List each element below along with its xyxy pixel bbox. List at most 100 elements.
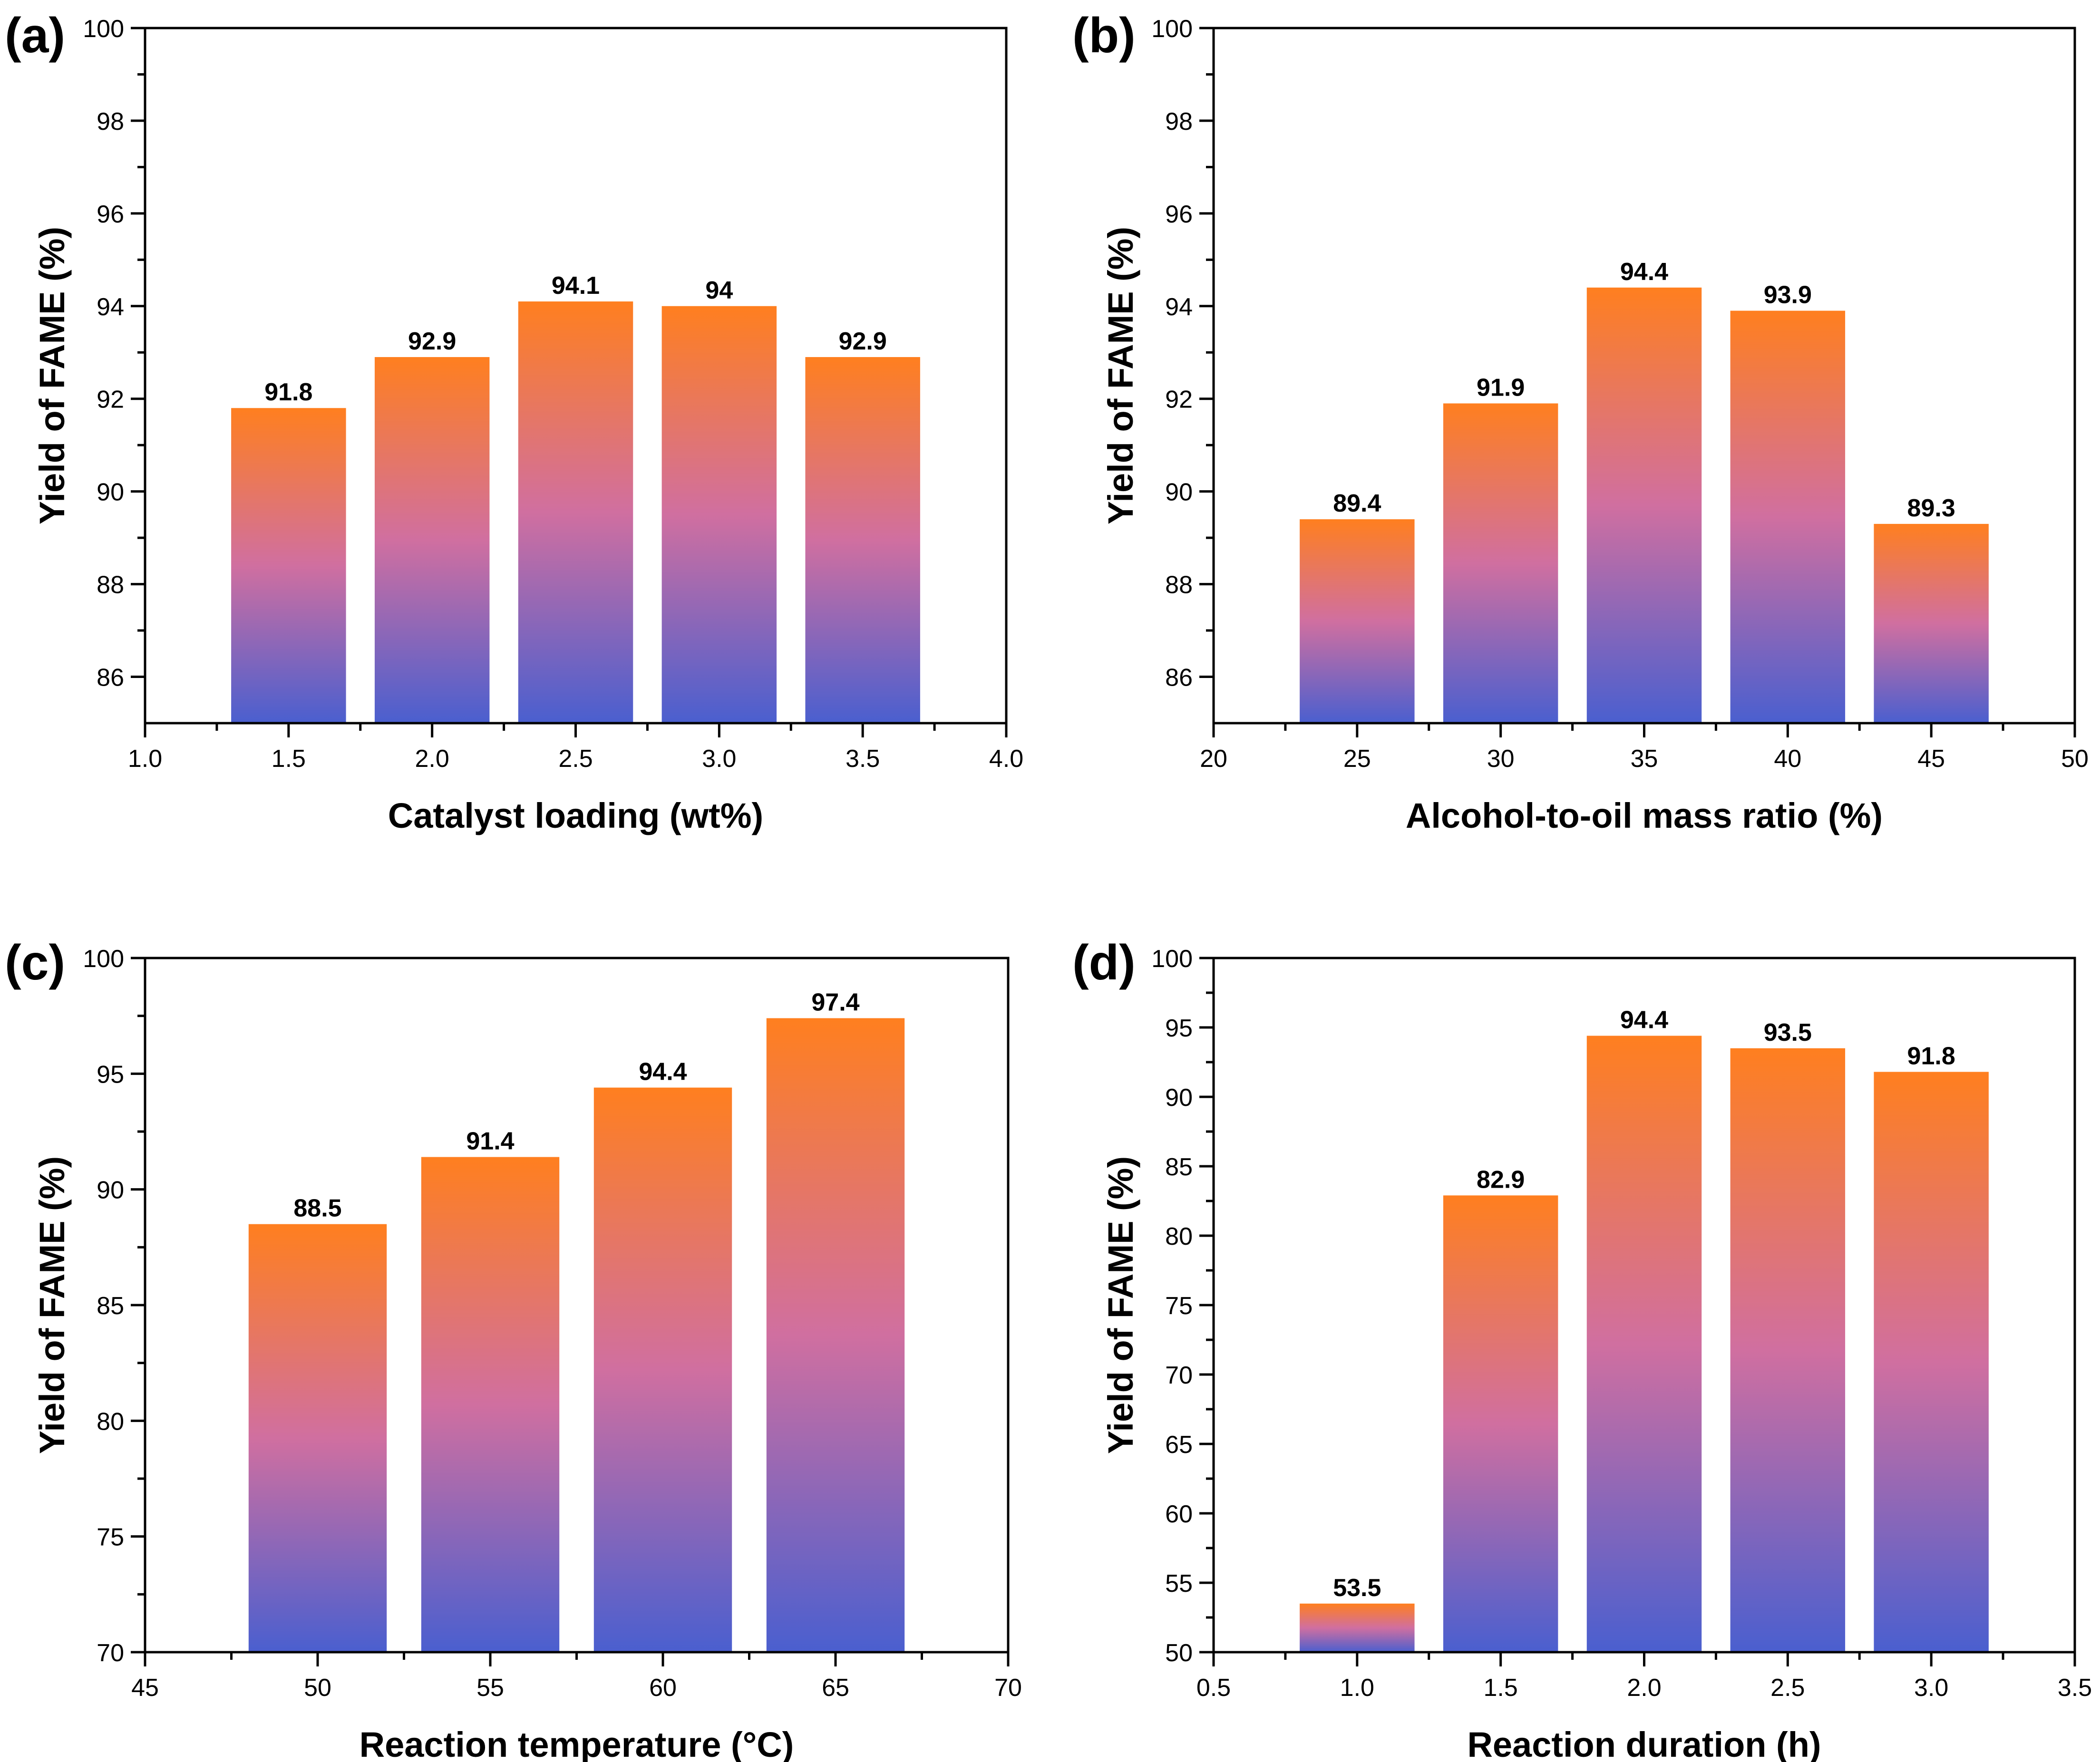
x-tick-label: 55 <box>476 1674 504 1702</box>
y-tick-label: 75 <box>1165 1292 1193 1320</box>
bar-value-label: 91.8 <box>1907 1042 1955 1070</box>
y-tick-label: 50 <box>1165 1639 1193 1667</box>
bar <box>1300 519 1415 723</box>
bar <box>1586 1036 1702 1652</box>
bar-value-label: 92.9 <box>408 328 456 355</box>
x-tick-label: 2.5 <box>558 745 593 773</box>
bar-value-label: 94.4 <box>1620 258 1668 286</box>
x-tick-label: 4.0 <box>989 745 1023 773</box>
bar <box>1730 1048 1846 1652</box>
bar <box>805 357 920 723</box>
x-tick-label: 2.0 <box>415 745 449 773</box>
y-tick-label: 85 <box>1165 1153 1193 1181</box>
y-tick-label: 92 <box>1165 386 1193 414</box>
bar <box>1730 310 1846 723</box>
bar <box>1443 403 1558 723</box>
y-tick-label: 96 <box>97 201 124 228</box>
x-tick-label: 50 <box>304 1674 331 1702</box>
y-tick-label: 98 <box>1165 108 1193 136</box>
bar <box>1443 1195 1558 1652</box>
x-tick-label: 2.5 <box>1770 1674 1805 1702</box>
x-tick-label: 3.5 <box>846 745 880 773</box>
y-tick-label: 90 <box>97 479 124 506</box>
chart-panel-4: (d) 53.5 82.9 94.4 93.5 91.8 0.5 1.0 1.5 2.0 2.5 3.… <box>1072 935 2092 1762</box>
y-tick-label: 94 <box>97 293 124 321</box>
y-tick-label: 80 <box>1165 1223 1193 1250</box>
bar <box>421 1157 560 1652</box>
x-tick-label: 50 <box>2061 745 2089 773</box>
x-tick-label: 65 <box>822 1674 849 1702</box>
bar <box>661 306 777 723</box>
y-tick-label: 100 <box>83 945 124 973</box>
y-tick-label: 100 <box>1151 945 1193 973</box>
y-tick-label: 88 <box>1165 571 1193 599</box>
y-tick-label: 95 <box>1165 1015 1193 1042</box>
y-tick-label: 94 <box>1165 293 1193 321</box>
y-tick-label: 92 <box>97 386 124 414</box>
bar-value-label: 93.9 <box>1764 281 1812 309</box>
y-tick-label: 70 <box>97 1639 124 1667</box>
y-tick-label: 96 <box>1165 201 1193 228</box>
bar-value-label: 82.9 <box>1477 1166 1525 1193</box>
y-tick-label: 90 <box>1165 479 1193 506</box>
bar <box>248 1224 387 1652</box>
bar <box>766 1018 905 1652</box>
x-tick-label: 70 <box>994 1674 1022 1702</box>
y-tick-label: 85 <box>97 1292 124 1320</box>
bar-value-label: 91.8 <box>264 378 312 406</box>
bar-value-label: 94 <box>705 277 733 304</box>
bar-value-label: 93.5 <box>1764 1019 1812 1046</box>
panel-label: (b) <box>1072 8 1136 63</box>
x-tick-label: 60 <box>649 1674 677 1702</box>
chart-panel-1: (a) 91.8 92.9 94.1 94 92.9 1.0 1.5 2.0 2.5 3.0 3.5 4… <box>5 8 1023 835</box>
bar <box>231 408 346 723</box>
x-tick-label: 1.5 <box>272 745 306 773</box>
bar-value-label: 91.9 <box>1477 374 1525 401</box>
y-tick-label: 60 <box>1165 1501 1193 1528</box>
y-tick-label: 90 <box>1165 1084 1193 1112</box>
x-tick-label: 2.0 <box>1627 1674 1661 1702</box>
x-tick-label: 0.5 <box>1196 1674 1231 1702</box>
chart-panel-3: (c) 88.5 91.4 94.4 97.4 45 50 55 60 65 70 70 75 80 85 9… <box>5 935 1022 1762</box>
bar-value-label: 89.4 <box>1333 490 1381 517</box>
x-tick-label: 1.0 <box>1340 1674 1374 1702</box>
bar-value-label: 97.4 <box>811 989 859 1017</box>
x-tick-label: 3.0 <box>702 745 736 773</box>
bar <box>374 357 490 723</box>
x-axis-title: Reaction duration (h) <box>1467 1725 1821 1762</box>
y-tick-label: 88 <box>97 571 124 599</box>
bar-value-label: 92.9 <box>839 328 887 355</box>
y-tick-label: 86 <box>1165 664 1193 692</box>
y-tick-label: 70 <box>1165 1362 1193 1389</box>
y-tick-label: 80 <box>97 1408 124 1435</box>
panel-label: (d) <box>1072 935 1136 990</box>
x-tick-label: 20 <box>1200 745 1227 773</box>
y-tick-label: 55 <box>1165 1570 1193 1597</box>
y-tick-label: 100 <box>1151 15 1193 43</box>
bar <box>1586 287 1702 723</box>
bar <box>593 1087 732 1652</box>
x-tick-label: 1.5 <box>1484 1674 1518 1702</box>
x-tick-label: 1.0 <box>128 745 162 773</box>
x-tick-label: 30 <box>1487 745 1515 773</box>
bar-value-label: 94.4 <box>1620 1007 1668 1034</box>
bar-value-label: 91.4 <box>466 1128 514 1155</box>
x-tick-label: 3.5 <box>2058 1674 2092 1702</box>
y-tick-label: 100 <box>83 15 124 43</box>
y-tick-label: 75 <box>97 1524 124 1551</box>
y-tick-label: 90 <box>97 1177 124 1204</box>
bar <box>1300 1603 1415 1652</box>
x-axis-title: Catalyst loading (wt%) <box>388 796 763 835</box>
y-tick-label: 86 <box>97 664 124 692</box>
x-tick-label: 45 <box>1917 745 1945 773</box>
bar-value-label: 88.5 <box>293 1195 341 1222</box>
x-axis-title: Alcohol-to-oil mass ratio (%) <box>1406 796 1883 835</box>
y-tick-label: 65 <box>1165 1431 1193 1459</box>
y-tick-label: 98 <box>97 108 124 136</box>
x-tick-label: 45 <box>131 1674 159 1702</box>
y-axis-title: Yield of FAME (%) <box>32 1156 72 1454</box>
bar-value-label: 89.3 <box>1907 494 1955 522</box>
y-tick-label: 95 <box>97 1061 124 1088</box>
panel-label: (c) <box>5 935 65 990</box>
